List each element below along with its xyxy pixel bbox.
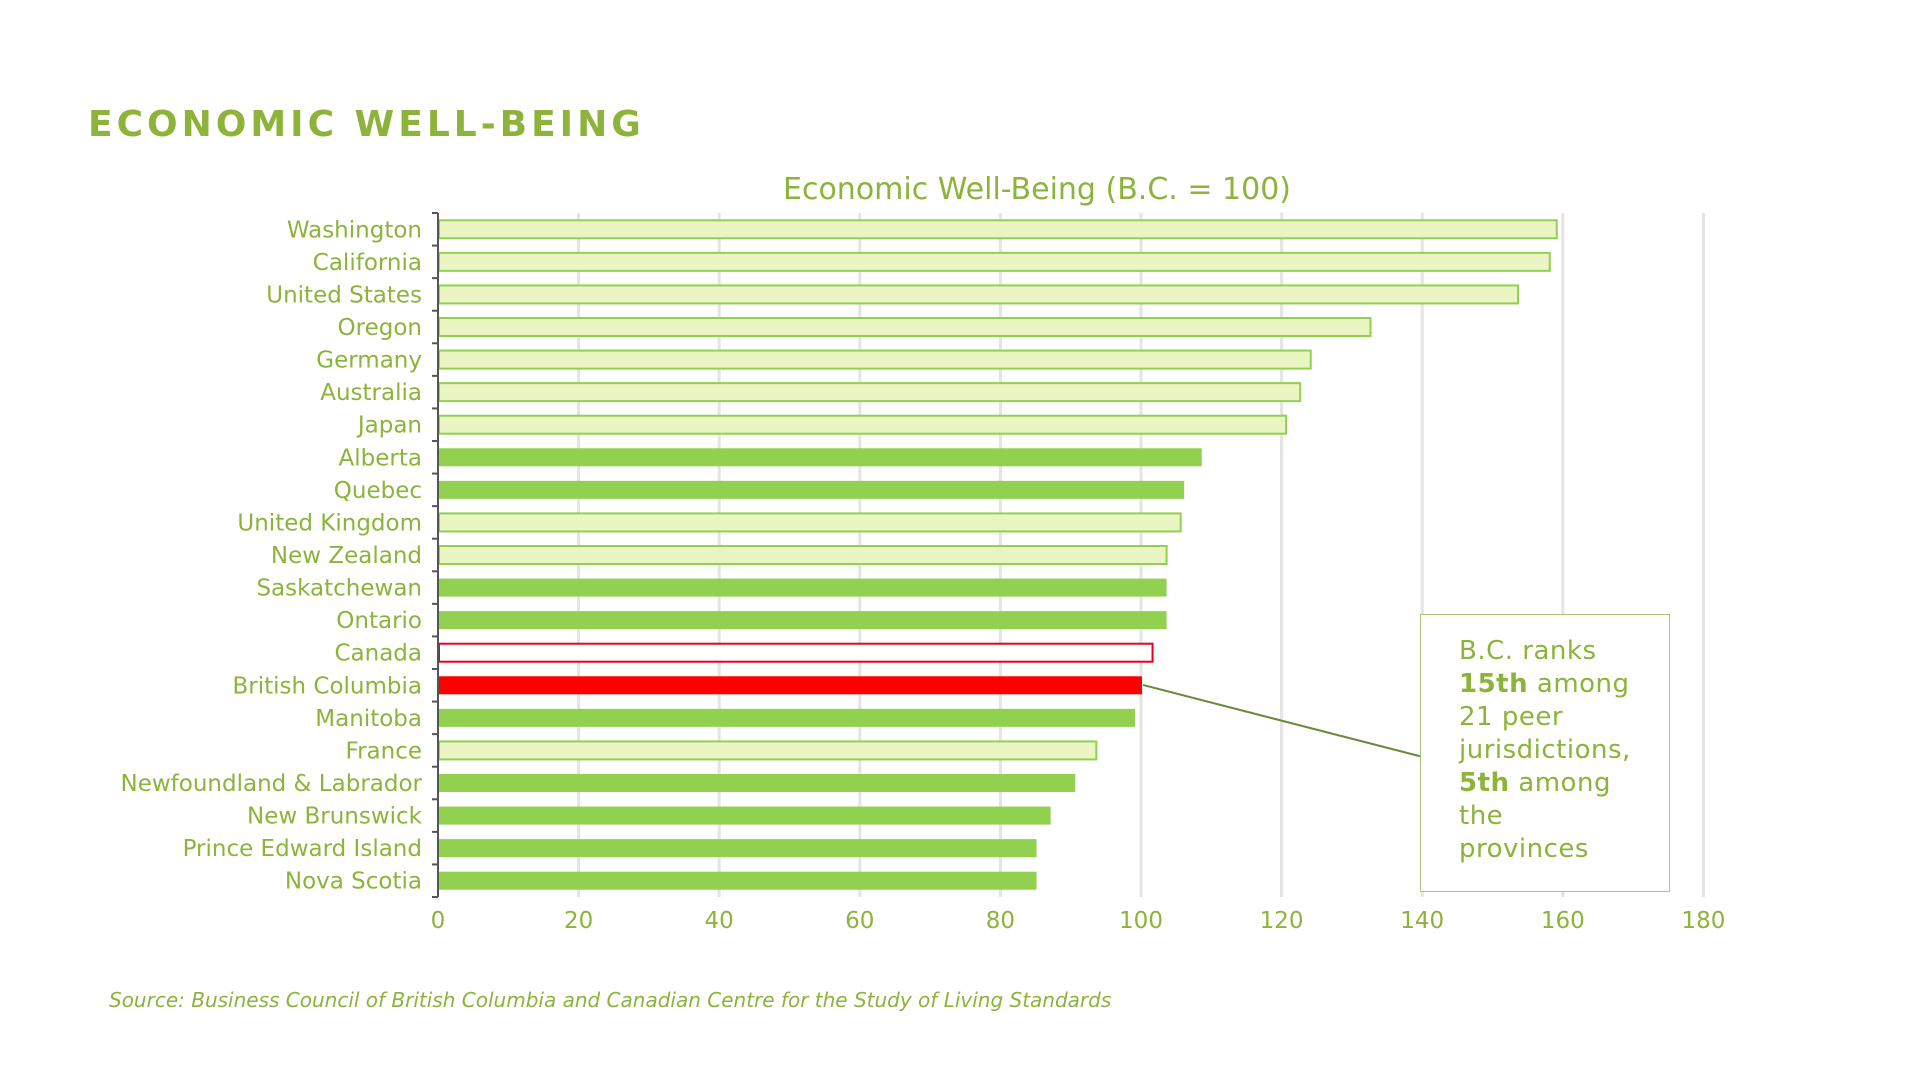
y-axis [432, 212, 439, 898]
bar [438, 284, 1520, 305]
bar [438, 512, 1182, 533]
x-tick-label: 40 [705, 908, 734, 934]
x-tick-label: 80 [986, 908, 1015, 934]
bar [438, 642, 1154, 663]
bar [438, 317, 1372, 337]
callout-box: B.C. ranks 15th among 21 peer jurisdicti… [1420, 614, 1670, 892]
callout-leader-line [1142, 684, 1424, 758]
category-label: New Zealand [271, 543, 422, 569]
callout-line: provinces [1459, 834, 1589, 864]
x-tick-label: 120 [1260, 908, 1304, 934]
callout-line: 15th among [1459, 668, 1649, 701]
callout-line: the [1459, 801, 1504, 831]
bar [438, 219, 1558, 240]
bars [438, 219, 1558, 890]
bar [439, 806, 1051, 825]
x-tick-label: 60 [845, 908, 874, 934]
bar [438, 740, 1098, 761]
bar [439, 676, 1142, 695]
category-label: Prince Edward Island [183, 836, 422, 862]
bar [438, 414, 1288, 435]
bar [438, 251, 1551, 272]
category-label: Canada [334, 641, 422, 667]
bar [438, 349, 1312, 370]
x-tick-label: 140 [1400, 908, 1444, 934]
bar [439, 578, 1167, 597]
category-label: Oregon [338, 315, 422, 341]
x-tick-label: 100 [1119, 908, 1163, 934]
callout-text: among [1509, 768, 1611, 798]
category-label: Ontario [336, 608, 422, 634]
category-label: Quebec [334, 478, 422, 504]
bar [439, 448, 1202, 467]
bar [439, 611, 1167, 630]
bar [438, 545, 1168, 565]
callout-text: among [1528, 669, 1630, 699]
category-label: New Brunswick [247, 804, 423, 830]
x-tick-label: 0 [431, 908, 446, 934]
category-label: Newfoundland & Labrador [121, 771, 423, 797]
category-label: British Columbia [233, 673, 423, 699]
callout-line: jurisdictions, [1459, 735, 1631, 765]
x-tick-labels: 0 20 40 60 80 100 120 140 160 180 [431, 908, 1726, 934]
category-label: Washington [287, 217, 422, 243]
page-heading: ECONOMIC WELL-BEING [88, 104, 645, 145]
x-tick-label: 160 [1541, 908, 1585, 934]
bar [439, 839, 1037, 858]
category-label: United States [266, 282, 422, 308]
bar [439, 774, 1076, 792]
category-label: Saskatchewan [256, 576, 422, 602]
bar [439, 871, 1037, 890]
source-note: Source: Business Council of British Colu… [109, 988, 1112, 1012]
bar [439, 480, 1185, 499]
callout-line: B.C. ranks [1459, 636, 1597, 666]
chart-title: Economic Well-Being (B.C. = 100) [783, 172, 1291, 207]
category-label: Alberta [339, 445, 422, 471]
bar [438, 382, 1302, 403]
callout-rank: 15th [1459, 669, 1529, 699]
callout-province-rank: 5th [1459, 768, 1510, 798]
callout-line: 21 peer [1459, 702, 1564, 732]
bar [439, 708, 1135, 727]
x-tick-label: 20 [564, 908, 593, 934]
category-label: France [346, 738, 422, 764]
category-label: Germany [316, 348, 422, 374]
category-label: Japan [356, 413, 422, 439]
category-label: Manitoba [315, 706, 422, 732]
category-label: California [313, 250, 422, 276]
category-labels: Washington California United States Oregon G… [121, 217, 423, 894]
category-label: Australia [320, 380, 422, 406]
x-tick-label: 180 [1681, 908, 1725, 934]
category-label: Nova Scotia [285, 869, 422, 895]
category-label: United Kingdom [237, 510, 422, 536]
callout-line: 5th among [1459, 767, 1649, 800]
